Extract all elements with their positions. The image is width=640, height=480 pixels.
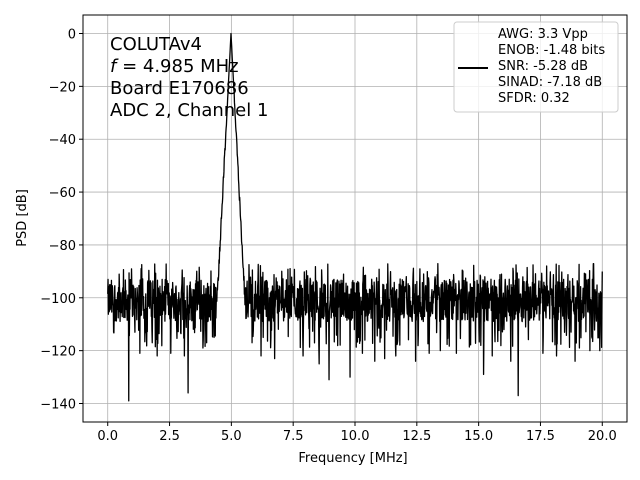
legend-sfdr: SFDR: 0.32 <box>498 91 570 106</box>
psd-line <box>107 32 603 402</box>
x-axis-label: Frequency [MHz] <box>298 451 407 466</box>
x-tick-label: 5.0 <box>221 429 242 444</box>
grid-lines <box>83 15 627 422</box>
legend-snr: SNR: -5.28 dB <box>498 59 588 74</box>
psd-series <box>107 32 603 402</box>
annotation-frequency: f = 4.985 MHz <box>110 56 239 77</box>
legend-box <box>453 21 619 113</box>
x-tick-label: 20.0 <box>588 429 617 444</box>
x-tick-label: 0.0 <box>97 429 118 444</box>
y-tick-label: −120 <box>40 345 76 360</box>
y-axis: 0 −20 −40 −60 −80 −100 −120 −140 <box>40 28 83 413</box>
x-tick-label: 12.5 <box>402 429 431 444</box>
x-tick-label: 2.5 <box>159 429 180 444</box>
y-tick-label: −40 <box>49 133 76 148</box>
y-tick-label: −60 <box>49 186 76 201</box>
x-axis: 0.0 2.5 5.0 7.5 10.0 12.5 15.0 17.5 20.0 <box>97 422 617 444</box>
annotation-chip-name: COLUTAv4 <box>110 34 202 55</box>
annotation-frequency-value: = 4.985 MHz <box>116 56 238 77</box>
y-tick-label: −80 <box>49 239 76 254</box>
x-tick-label: 15.0 <box>464 429 493 444</box>
annotation-adc-channel: ADC 2, Channel 1 <box>110 100 268 121</box>
legend-sinad: SINAD: -7.18 dB <box>498 75 602 90</box>
chart-annotation: COLUTAv4 f = 4.985 MHz Board E170686 ADC… <box>110 34 268 121</box>
annotation-board: Board E170686 <box>110 78 249 99</box>
x-tick-label: 10.0 <box>341 429 370 444</box>
legend-enob: ENOB: -1.48 bits <box>498 43 605 58</box>
y-tick-label: −100 <box>40 292 76 307</box>
y-tick-label: 0 <box>68 28 76 43</box>
legend-awg: AWG: 3.3 Vpp <box>498 27 588 42</box>
y-tick-label: −140 <box>40 398 76 413</box>
x-tick-label: 17.5 <box>526 429 555 444</box>
x-tick-label: 7.5 <box>283 429 304 444</box>
y-tick-label: −20 <box>49 80 76 95</box>
annotation-frequency-symbol: f <box>110 56 119 77</box>
y-axis-label: PSD [dB] <box>15 189 30 247</box>
legend: AWG: 3.3 Vpp ENOB: -1.48 bits SNR: -5.28… <box>453 21 619 113</box>
